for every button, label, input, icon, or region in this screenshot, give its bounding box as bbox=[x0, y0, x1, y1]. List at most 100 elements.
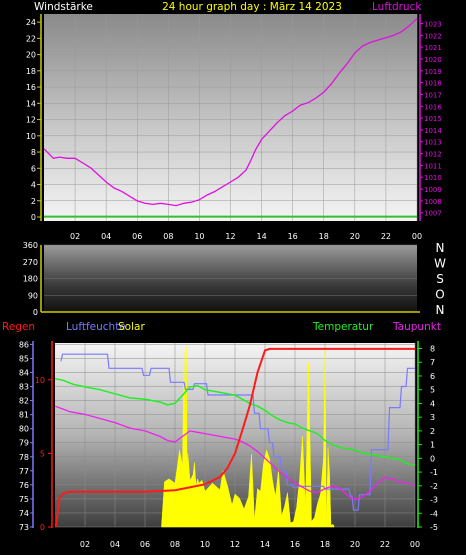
windstaerke-tick-label: 12 bbox=[26, 116, 36, 125]
luftfeuchte-tick-label: 80 bbox=[19, 425, 29, 434]
luftdruck-tick-label: 1008 bbox=[424, 198, 442, 206]
luftdruck-tick-label: 1013 bbox=[424, 139, 442, 147]
temperatur-tick-label: 6 bbox=[430, 372, 435, 381]
time-tick-label: 22 bbox=[380, 540, 390, 549]
luftdruck-tick-label: 1012 bbox=[424, 151, 442, 159]
windstaerke-tick-label: 6 bbox=[31, 164, 36, 173]
panel3-time-labels: 02 04 06 08 10 12 14 16 18 20 22 00 bbox=[80, 540, 420, 549]
time-tick-label: 00 bbox=[412, 232, 422, 241]
time-tick-label: 04 bbox=[101, 232, 111, 241]
direction-tick-label: 180 bbox=[23, 275, 38, 284]
luftfeuchte-tick-label: 74 bbox=[19, 509, 29, 518]
time-tick-label: 16 bbox=[290, 540, 300, 549]
windstaerke-tick-label: 24 bbox=[26, 18, 36, 27]
temperatur-tick-label: 5 bbox=[430, 386, 435, 395]
temperature-humidity-panel: Regen Luftfeuchte Solar Temperatur Taupu… bbox=[2, 321, 441, 549]
direction-tick-label: 0 bbox=[33, 308, 38, 317]
time-tick-label: 18 bbox=[320, 540, 330, 549]
luftfeuchte-tick-label: 79 bbox=[19, 439, 29, 448]
time-tick-label: 08 bbox=[170, 540, 180, 549]
luftfeuchte-tick-label: 85 bbox=[19, 354, 29, 363]
compass-label: N bbox=[436, 303, 445, 317]
time-tick-label: 06 bbox=[140, 540, 150, 549]
temperatur-tick-label: -4 bbox=[430, 509, 438, 518]
luftdruck-tick-label: 1022 bbox=[424, 32, 442, 40]
temperatur-tick-label: -2 bbox=[430, 482, 438, 491]
series-taupunkt-line bbox=[54, 405, 416, 501]
windstaerke-tick-label: 8 bbox=[31, 148, 36, 157]
temperatur-tick-label: 7 bbox=[430, 358, 435, 367]
time-tick-label: 20 bbox=[350, 540, 360, 549]
panel3-series bbox=[54, 345, 416, 528]
luftdruck-tick-label: 1011 bbox=[424, 162, 442, 170]
luftfeuchte-tick-label: 78 bbox=[19, 453, 29, 462]
time-tick-label: 12 bbox=[230, 540, 240, 549]
time-tick-label: 10 bbox=[194, 232, 204, 241]
time-tick-label: 18 bbox=[319, 232, 329, 241]
luftdruck-tick-label: 1017 bbox=[424, 91, 442, 99]
left-axis-title: Windstärke bbox=[34, 1, 93, 13]
temperatur-tick-label: -5 bbox=[430, 523, 438, 532]
time-tick-label: 10 bbox=[200, 540, 210, 549]
luftfeuchte-tick-label: 84 bbox=[19, 368, 29, 377]
time-tick-label: 14 bbox=[256, 232, 266, 241]
luftdruck-tick-labels: 1007 1008 1009 1010 1011 1012 1013 1014 1015 1016… bbox=[420, 20, 442, 218]
direction-degree-labels: 0 90 180 270 360 bbox=[23, 241, 38, 317]
temperatur-tick-label: -3 bbox=[430, 496, 438, 505]
time-tick-label: 02 bbox=[70, 232, 80, 241]
time-tick-label: 14 bbox=[260, 540, 270, 549]
windstaerke-tick-label: 0 bbox=[31, 213, 36, 222]
compass-label: W bbox=[434, 257, 446, 271]
time-tick-label: 20 bbox=[350, 232, 360, 241]
direction-tick-label: 270 bbox=[23, 258, 38, 267]
time-tick-label: 12 bbox=[225, 232, 235, 241]
regen-tick-label: 5 bbox=[40, 449, 45, 458]
series-regen-line bbox=[54, 347, 415, 528]
direction-tick-label: 360 bbox=[23, 241, 38, 250]
luftdruck-tick-label: 1014 bbox=[424, 127, 442, 135]
windstaerke-tick-label: 16 bbox=[26, 83, 36, 92]
luftfeuchte-tick-label: 76 bbox=[19, 481, 29, 490]
luftdruck-tick-label: 1015 bbox=[424, 115, 442, 123]
luftdruck-tick-label: 1007 bbox=[424, 210, 442, 218]
regen-tick-label: 10 bbox=[35, 376, 45, 385]
temperatur-tick-label: 4 bbox=[430, 399, 435, 408]
luftdruck-tick-label: 1018 bbox=[424, 80, 442, 88]
luftfeuchte-tick-label: 81 bbox=[19, 411, 29, 420]
luftfeuchte-tick-label: 73 bbox=[19, 523, 29, 532]
windstaerke-tick-label: 14 bbox=[26, 99, 36, 108]
series-luftdruck-line bbox=[43, 18, 418, 207]
luftdruck-tick-label: 1010 bbox=[424, 174, 442, 182]
luftfeuchte-tick-label: 86 bbox=[19, 340, 29, 349]
time-tick-label: 02 bbox=[80, 540, 90, 549]
time-tick-label: 04 bbox=[110, 540, 120, 549]
legend-temperatur: Temperatur bbox=[312, 321, 374, 333]
legend-luftfeuchte: Luftfeuchte bbox=[66, 321, 126, 333]
luftfeuchte-tick-label: 83 bbox=[19, 383, 29, 392]
panel1-time-labels: 02 04 06 08 10 12 14 16 18 20 22 00 bbox=[70, 232, 422, 241]
luftfeuchte-tick-labels: 73 74 75 76 77 78 79 80 81 82 83 84 85 86 bbox=[19, 340, 33, 532]
luftfeuchte-tick-label: 77 bbox=[19, 467, 29, 476]
regen-tick-labels: 0 5 10 bbox=[35, 376, 52, 532]
windstaerke-tick-label: 2 bbox=[31, 197, 36, 206]
legend-regen: Regen bbox=[2, 321, 35, 333]
windstaerke-tick-label: 20 bbox=[26, 51, 36, 60]
temperatur-tick-label: 2 bbox=[430, 427, 435, 436]
series-luftfeuchte-line bbox=[60, 353, 415, 511]
windstaerke-tick-label: 18 bbox=[26, 67, 36, 76]
compass-label: N bbox=[436, 241, 445, 255]
panel1-series bbox=[43, 18, 418, 218]
time-tick-label: 22 bbox=[381, 232, 391, 241]
temperatur-tick-label: 8 bbox=[430, 344, 435, 353]
luftdruck-tick-label: 1019 bbox=[424, 68, 442, 76]
temperatur-tick-label: -1 bbox=[430, 468, 438, 477]
windstaerke-tick-label: 4 bbox=[31, 181, 36, 190]
time-tick-label: 00 bbox=[410, 540, 420, 549]
temperatur-tick-label: 1 bbox=[430, 441, 435, 450]
temperatur-tick-labels: -5 -4 -3 -2 -1 0 1 2 3 4 5 6 7 8 bbox=[418, 344, 438, 532]
luftdruck-tick-label: 1021 bbox=[424, 44, 442, 52]
chart-title: 24 hour graph day : März 14 2023 bbox=[162, 1, 342, 13]
